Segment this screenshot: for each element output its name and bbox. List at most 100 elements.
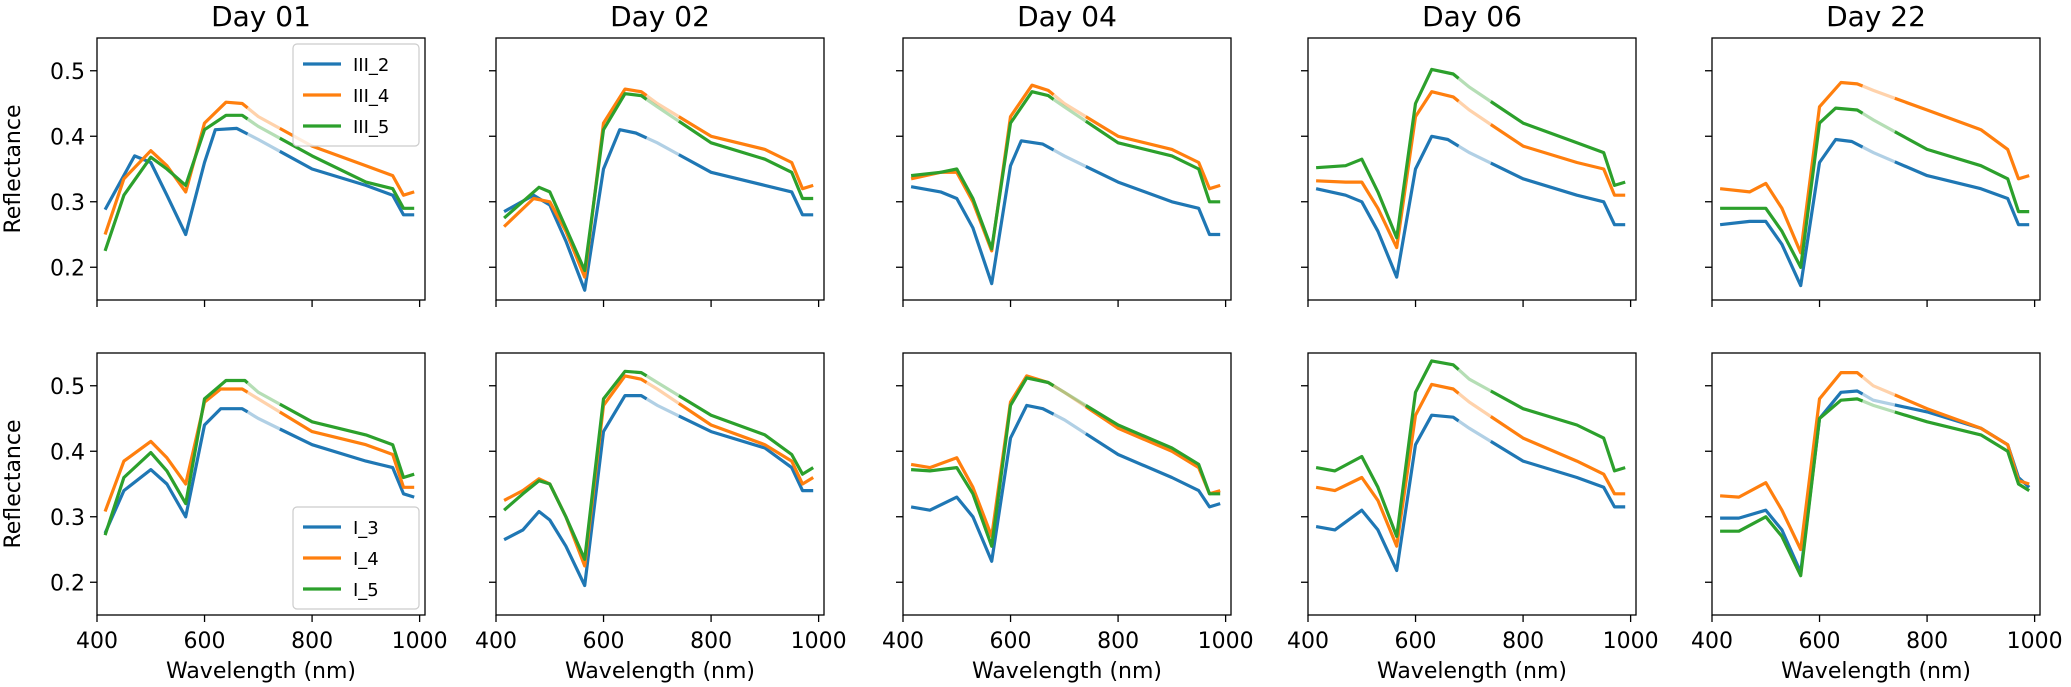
- y-tick-label: 0.3: [50, 506, 85, 531]
- series-iii-4: [502, 87, 814, 279]
- series-iii-5: [1315, 67, 1626, 240]
- x-axis-label: Wavelength (nm): [166, 659, 356, 684]
- series-line-faded: [246, 117, 281, 140]
- series-line: [279, 427, 415, 499]
- legend-label: I_3: [353, 518, 379, 539]
- series-line-faded: [645, 381, 680, 405]
- series-line: [677, 115, 814, 191]
- panel-r2-c2: 400 600 800 1000 Wavelength (nm): [475, 352, 847, 684]
- series-line: [910, 376, 1055, 548]
- panel-r2-c1: 0.2 0.3 0.4 0.5 400 600 800 1000 Wavelength (nm)…: [1, 352, 448, 684]
- y-axis-label: Reflectance: [1, 104, 26, 233]
- series-line-faded: [1861, 111, 1896, 134]
- series-line: [1315, 134, 1460, 279]
- series-line: [1489, 415, 1626, 496]
- panel-r1-c3: Day 04: [896, 0, 1232, 307]
- legend: I_3 I_4 I_5: [292, 506, 420, 610]
- axes-frame: [1711, 37, 2041, 301]
- x-tick-label: 600: [583, 629, 625, 654]
- x-axis-label: Wavelength (nm): [565, 659, 755, 684]
- legend-label: I_4: [353, 549, 379, 570]
- panel-title: Day 02: [610, 0, 710, 33]
- series-line-faded: [1861, 84, 1896, 100]
- series-line: [1489, 440, 1626, 509]
- series-line-faded: [645, 374, 680, 397]
- x-tick-label: 600: [184, 629, 226, 654]
- series-i-5: [1315, 359, 1626, 538]
- axes-frame: [1711, 352, 2041, 616]
- y-tick-label: 0.2: [50, 571, 85, 596]
- series-line: [1894, 160, 2030, 227]
- legend: III_2 III_4 III_5: [292, 43, 420, 147]
- series-i-5: [1720, 397, 2031, 578]
- series-line-faded: [246, 381, 281, 406]
- series-iii-4: [1719, 80, 2030, 255]
- panel-r2-c4: 400 600 800 1000 Wavelength (nm): [1287, 352, 1659, 684]
- series-iii-5: [1720, 106, 2030, 269]
- axes-frame: [1307, 352, 1637, 616]
- series-line: [103, 100, 249, 236]
- series-line-faded: [246, 390, 281, 414]
- legend-label: I_5: [353, 580, 379, 601]
- series-iii-2: [503, 128, 814, 292]
- series-line-faded: [1052, 98, 1087, 123]
- series-line-faded: [1052, 412, 1087, 436]
- series-line-faded: [1457, 100, 1492, 126]
- series-iii-5: [503, 92, 814, 273]
- panel-r2-c5: 400 600 800 1000 Wavelength (nm): [1691, 352, 2063, 684]
- x-tick-label: 400: [1287, 629, 1329, 654]
- series-line-faded: [1457, 144, 1492, 165]
- series-line-faded: [1861, 399, 1896, 414]
- series-line: [103, 113, 249, 252]
- x-tick-label: 600: [1799, 629, 1841, 654]
- series-line: [1719, 371, 1864, 552]
- series-i-4: [1315, 382, 1626, 548]
- series-iii-2: [103, 126, 415, 237]
- series-line: [1315, 413, 1460, 573]
- x-tick-label: 600: [990, 629, 1032, 654]
- series-line-faded: [1052, 384, 1087, 407]
- series-line: [1084, 405, 1221, 496]
- y-tick-label: 0.4: [50, 440, 85, 465]
- series-line: [1489, 100, 1626, 187]
- series-line: [678, 414, 814, 493]
- axes-frame: [96, 352, 426, 616]
- series-line: [503, 394, 648, 588]
- series-i-5: [910, 376, 1221, 548]
- axes-frame: [902, 352, 1232, 616]
- series-line: [1084, 115, 1221, 191]
- series-i-3: [103, 407, 415, 534]
- series-line: [678, 153, 814, 217]
- x-tick-label: 1000: [2007, 629, 2063, 654]
- series-line-faded: [1457, 77, 1492, 103]
- axes-frame: [96, 37, 426, 301]
- series-line: [1084, 404, 1221, 496]
- series-line: [103, 126, 249, 237]
- y-tick-label: 0.2: [50, 256, 85, 281]
- series-line: [910, 403, 1055, 563]
- series-iii-5: [910, 90, 1221, 251]
- series-iii-2: [1719, 137, 2030, 288]
- series-line-faded: [246, 132, 281, 153]
- series-iii-5: [103, 113, 415, 252]
- series-iii-2: [1315, 134, 1626, 279]
- series-line: [103, 407, 249, 534]
- axes-frame: [1307, 37, 1637, 301]
- series-line-faded: [645, 397, 680, 418]
- series-line: [910, 90, 1055, 251]
- panel-title: Day 04: [1017, 0, 1117, 33]
- series-line: [1719, 80, 1864, 255]
- series-line: [1894, 410, 2031, 492]
- series-i-4: [910, 374, 1221, 538]
- series-i-5: [503, 369, 815, 561]
- series-line: [1316, 90, 1460, 250]
- x-tick-label: 800: [690, 629, 732, 654]
- series-line-faded: [246, 410, 281, 431]
- series-line: [502, 87, 648, 279]
- x-tick-label: 800: [1097, 629, 1139, 654]
- series-iii-2: [910, 139, 1221, 286]
- series-line: [1084, 432, 1221, 509]
- series-line: [103, 378, 249, 536]
- series-line: [1084, 119, 1221, 204]
- series-line: [1720, 397, 1864, 578]
